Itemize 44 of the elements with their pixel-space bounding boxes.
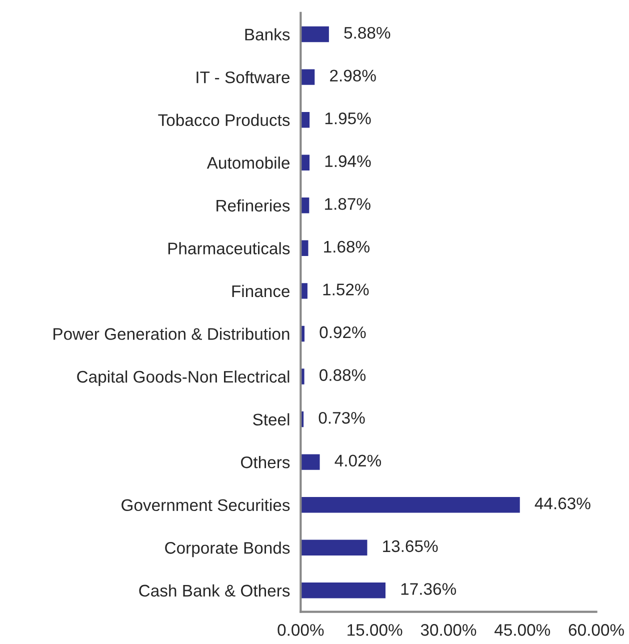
bar xyxy=(300,68,316,86)
x-tick-label: 30.00% xyxy=(420,624,476,636)
x-tick-label: 15.00% xyxy=(348,624,402,636)
data-label: 5.88% xyxy=(344,26,390,39)
y-tick-label: Power Generation & Distribution xyxy=(54,328,290,340)
data-label: 17.36% xyxy=(401,583,456,595)
bar xyxy=(300,110,311,130)
y-tick-label: IT - Software xyxy=(196,71,290,84)
y-tick-label: Tobacco Products xyxy=(158,114,290,126)
data-label: 0.88% xyxy=(320,369,366,381)
y-tick-label: Steel xyxy=(253,413,290,426)
y-tick-label: Finance xyxy=(232,284,290,298)
bar xyxy=(300,452,322,472)
data-label: 1.52% xyxy=(323,284,369,296)
data-label: 1.95% xyxy=(325,112,371,124)
y-tick-label: Automobile xyxy=(206,156,290,169)
y-tick-label: Refineries xyxy=(216,199,290,212)
y-tick-label: Government Securities xyxy=(122,498,290,512)
x-tick-label: 0.00% xyxy=(278,624,324,636)
data-label: 44.63% xyxy=(534,498,590,510)
y-tick-label: Pharmaceuticals xyxy=(168,242,290,254)
x-tick-label: 60.00% xyxy=(568,624,624,636)
data-label: 1.94% xyxy=(325,155,371,168)
data-label: 1.68% xyxy=(324,240,370,253)
y-tick-label: Others xyxy=(241,456,290,468)
y-tick-label: Cash Bank & Others xyxy=(139,584,290,597)
data-label: 13.65% xyxy=(383,540,438,552)
y-tick-label: Corporate Bonds xyxy=(165,542,290,558)
data-label: 2.98% xyxy=(330,70,376,82)
bar xyxy=(300,153,311,172)
data-label: 4.02% xyxy=(334,454,382,467)
bar xyxy=(300,538,369,557)
bar xyxy=(300,282,309,300)
y-tick-label: Banks xyxy=(245,28,290,40)
data-label: 0.73% xyxy=(318,412,365,424)
data-label: 1.87% xyxy=(325,198,370,210)
x-tick-label: 45.00% xyxy=(494,624,550,636)
y-tick-label: Capital Goods-Non Electrical xyxy=(77,370,290,386)
bar xyxy=(300,25,330,44)
bar xyxy=(300,581,387,600)
bar xyxy=(300,196,311,215)
bar xyxy=(300,496,522,514)
bar xyxy=(300,238,310,258)
data-label: 0.92% xyxy=(320,326,366,338)
